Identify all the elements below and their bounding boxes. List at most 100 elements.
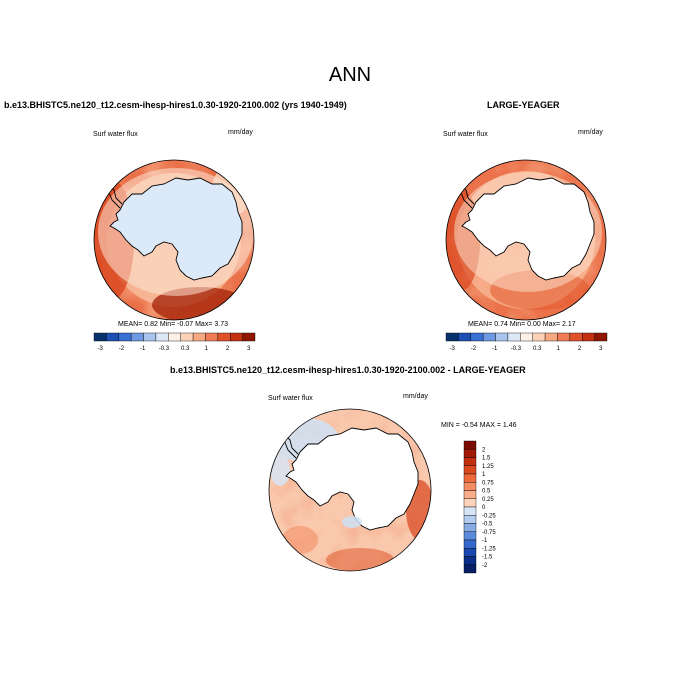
colorbar-box	[463, 482, 477, 491]
panel-1-title: b.e13.BHISTC5.ne120_t12.cesm-ihesp-hires…	[4, 100, 347, 110]
panel-3-stats: MIN = -0.54 MAX = 1.46	[441, 422, 517, 429]
colorbar-box	[463, 564, 477, 574]
colorbar-box	[463, 506, 477, 516]
colorbar-box	[463, 457, 477, 466]
panel-2-title: LARGE-YEAGER	[487, 100, 560, 110]
colorbar-box	[155, 332, 169, 342]
map-panel-1	[93, 159, 255, 321]
colorbar-tick-label: -2	[119, 346, 125, 352]
min-label: MIN =	[441, 422, 460, 429]
colorbar-tick-label: 2	[578, 346, 582, 352]
colorbar-box	[569, 332, 583, 342]
max-value: 1.46	[502, 422, 517, 429]
colorbar-box	[582, 332, 595, 342]
min-label: Min=	[159, 321, 176, 328]
panel-3-variable: Surf water flux	[268, 395, 313, 402]
mean-value: 0.74	[494, 321, 508, 328]
max-value: 2.17	[562, 321, 576, 328]
colorbar-box	[180, 332, 194, 342]
colorbar-box	[463, 548, 477, 557]
colorbar-tick-label: -1.25	[482, 546, 496, 552]
min-value: -0.54	[461, 422, 478, 429]
colorbar-box	[520, 332, 533, 342]
colorbar-box	[463, 531, 477, 541]
colorbar-tick-label: -1	[140, 346, 146, 352]
colorbar-tick-label: 3	[599, 346, 603, 352]
colorbar-box	[470, 332, 484, 342]
colorbar-panel-2: -3 -2 -1 -0.3 0.3 1 2 3	[445, 332, 608, 352]
figure-title: ANN	[328, 64, 372, 86]
colorbar-box	[130, 332, 144, 342]
colorbar-box	[544, 332, 558, 342]
colorbar-box	[463, 473, 477, 483]
colorbar-box	[463, 440, 477, 450]
colorbar-box	[463, 539, 477, 549]
colorbar-box	[463, 556, 477, 565]
colorbar-box	[482, 332, 496, 342]
map-panel-3	[268, 408, 432, 572]
colorbar-box	[463, 465, 477, 475]
colorbar-tick-label: -1	[482, 538, 488, 544]
colorbar-box	[458, 332, 471, 342]
colorbar-tick-label: 0.25	[482, 497, 494, 503]
colorbar-tick-label: 0.75	[482, 480, 494, 486]
colorbar-tick-label: -0.5	[482, 522, 493, 528]
panel-2-variable: Surf water flux	[443, 131, 488, 138]
mean-label: MEAN=	[468, 321, 493, 328]
colorbar-tick-label: -1	[492, 346, 498, 352]
colorbar-box	[463, 498, 477, 508]
colorbar-panel-1: -3 -2 -1 -0.3 0.3 1 2 3	[93, 332, 256, 352]
colorbar-box	[230, 332, 243, 342]
colorbar-tick-label: -0.75	[482, 530, 496, 536]
colorbar-tick-label: 1.25	[482, 464, 494, 470]
mean-label: MEAN=	[118, 321, 143, 328]
colorbar-panel-3: 2 1.5 1.25 1 0.75 0.5 0.25 0 -0.25 -0.5 -0.75 -1 -1.…	[463, 440, 496, 574]
panel-2-units: mm/day	[578, 129, 603, 136]
max-label: Max=	[542, 321, 561, 328]
mean-value: 0.82	[144, 321, 158, 328]
colorbar-tick-label: -2	[482, 563, 488, 569]
colorbar-box	[594, 332, 608, 342]
colorbar-tick-label: -0.3	[511, 346, 522, 352]
colorbar-tick-label: 2	[226, 346, 230, 352]
colorbar-box	[143, 332, 157, 342]
min-label: Min=	[509, 321, 526, 328]
colorbar-tick-label: 1	[205, 346, 209, 352]
colorbar-box	[463, 449, 477, 458]
colorbar-tick-label: -3	[98, 346, 104, 352]
max-label: MAX =	[479, 422, 501, 429]
panel-2-stats: MEAN= 0.74 Min= 0.00 Max= 2.17	[468, 321, 576, 328]
map-panel-2	[445, 159, 607, 321]
panel-1-stats: MEAN= 0.82 Min= -0.07 Max= 3.73	[118, 321, 228, 328]
colorbar-tick-label: 1.5	[482, 456, 491, 462]
colorbar-box	[205, 332, 219, 342]
max-label: Max=	[195, 321, 213, 328]
min-value: 0.00	[527, 321, 541, 328]
colorbar-box	[463, 523, 477, 532]
colorbar-tick-label: -3	[450, 346, 456, 352]
colorbar-box	[557, 332, 571, 342]
colorbar-box	[242, 332, 256, 342]
colorbar-box	[93, 332, 107, 342]
colorbar-box	[507, 332, 521, 342]
colorbar-tick-label: -0.3	[159, 346, 170, 352]
colorbar-box	[532, 332, 546, 342]
colorbar-tick-label: 1	[482, 472, 486, 478]
colorbar-tick-label: -2	[471, 346, 477, 352]
colorbar-box	[106, 332, 119, 342]
colorbar-tick-label: 0.3	[533, 346, 542, 352]
max-value: 3.73	[214, 321, 228, 328]
panel-1-units: mm/day	[228, 129, 253, 136]
colorbar-box	[217, 332, 231, 342]
colorbar-tick-label: 0.3	[181, 346, 190, 352]
colorbar-box	[445, 332, 459, 342]
colorbar-tick-label: 0	[482, 505, 486, 511]
colorbar-box	[463, 490, 477, 499]
colorbar-tick-label: 2	[482, 447, 486, 453]
min-value: -0.07	[177, 321, 194, 328]
colorbar-box	[118, 332, 132, 342]
colorbar-tick-label: 3	[247, 346, 251, 352]
colorbar-tick-label: -0.25	[482, 513, 496, 519]
colorbar-box	[192, 332, 206, 342]
